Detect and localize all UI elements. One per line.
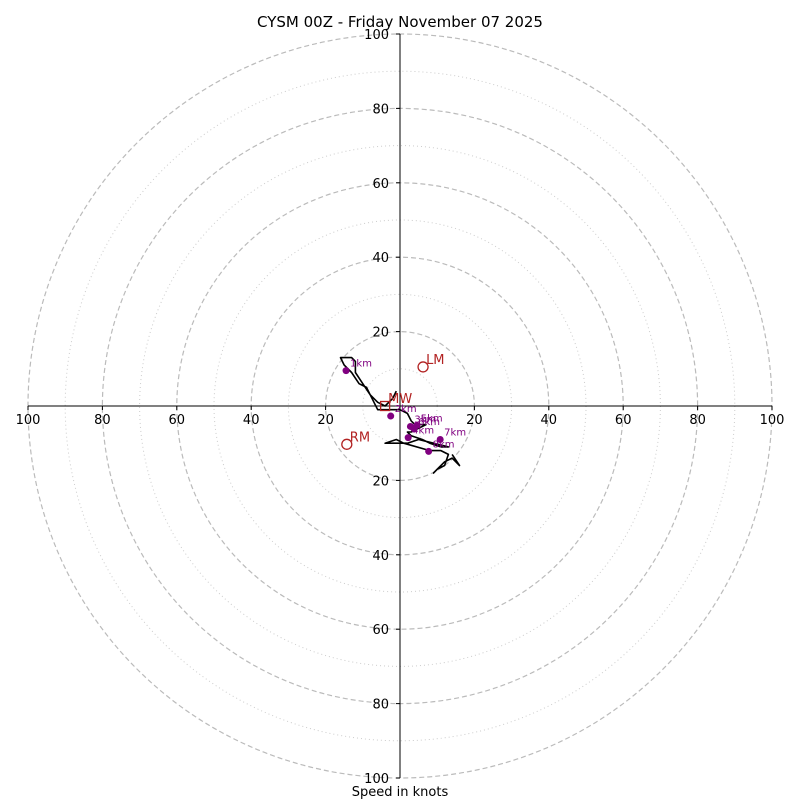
level-label-4km: 4km: [412, 426, 434, 437]
x-tick-label: 40: [243, 413, 260, 428]
level-point-4km: [404, 434, 412, 442]
x-axis-label: Speed in knots: [352, 785, 449, 800]
level-label-2km: 2km: [395, 404, 417, 415]
y-tick-label: 40: [372, 549, 389, 564]
x-tick-label: 40: [541, 413, 558, 428]
tick-labels: 100 80 60 40 20 20 40 60 80 100 100 80 60 40 20 20 40 60 8…: [16, 28, 785, 787]
x-tick-label: 20: [317, 413, 334, 428]
level-point-6km: [410, 425, 418, 433]
x-tick-label: 60: [615, 413, 632, 428]
level-label-8km: 8km: [433, 439, 455, 450]
storm-marker-MW: [379, 400, 391, 412]
level-point-1km: [342, 367, 350, 375]
storm-marker-LM: [417, 361, 429, 373]
chart-title: CYSM 00Z - Friday November 07 2025: [257, 13, 543, 31]
x-tick-label: 20: [466, 413, 483, 428]
y-tick-label: 20: [372, 326, 389, 341]
y-tick-label: 80: [372, 698, 389, 713]
y-tick-label: 60: [372, 177, 389, 192]
y-tick-label: 100: [364, 28, 389, 43]
level-label-7km: 7km: [444, 427, 466, 438]
axes: [28, 34, 772, 778]
y-tick-label: 100: [364, 772, 389, 787]
storm-label-MW: MW: [388, 392, 412, 407]
level-label-1km: 1km: [350, 359, 372, 370]
x-tick-label: 80: [689, 413, 706, 428]
storm-marker-RM: [341, 438, 353, 450]
x-tick-label: 80: [94, 413, 111, 428]
storm-label-RM: RM: [350, 430, 370, 445]
level-label-3km: 3km: [414, 414, 436, 425]
y-tick-label: 40: [372, 251, 389, 266]
storm-label-LM: LM: [426, 353, 444, 368]
x-tick-label: 60: [169, 413, 186, 428]
x-tick-label: 100: [760, 413, 785, 428]
level-label-5km: 5km: [421, 413, 443, 424]
y-tick-label: 60: [372, 623, 389, 638]
y-tick-label: 20: [372, 474, 389, 489]
level-point-2km: [387, 412, 395, 420]
x-tick-label: 100: [16, 413, 41, 428]
level-point-7km: [436, 435, 444, 443]
level-label-6km: 6km: [418, 417, 440, 428]
level-point-8km: [425, 447, 433, 455]
y-tick-label: 80: [372, 102, 389, 117]
storm-motion-markers: LM RM MW: [341, 353, 445, 450]
